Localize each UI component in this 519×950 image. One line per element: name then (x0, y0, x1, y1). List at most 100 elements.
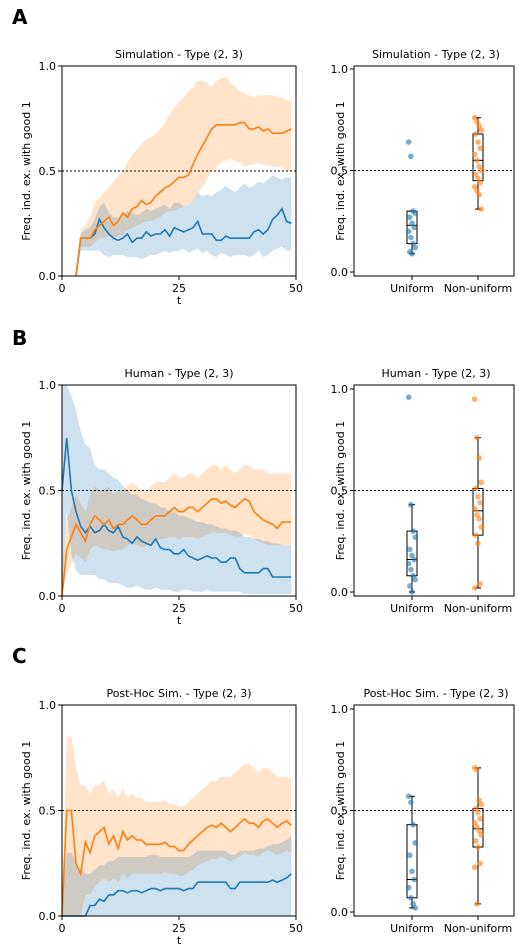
data-point-uniform (408, 153, 414, 160)
data-point-nonuniform (473, 838, 479, 844)
data-point-nonuniform (475, 139, 481, 145)
data-point-nonuniform (477, 145, 484, 151)
data-point-nonuniform (475, 844, 481, 850)
data-point-nonuniform (471, 864, 478, 871)
data-point-nonuniform (471, 396, 478, 402)
data-point-nonuniform (475, 540, 481, 547)
panel-b: 0.0 0.5 1.0 0 25 50 t Freq. ind. ex. with good … (20, 367, 515, 627)
data-point-uniform (407, 583, 413, 589)
series-line-uniform (62, 873, 292, 917)
y-axis-label: Freq. ind. ex. with good 1 (334, 421, 347, 560)
chart-title: Post-Hoc Sim. - Type (2, 3) (363, 687, 508, 700)
band-uniform (62, 835, 292, 916)
box-chart: 0.0 0.5 1.0 Uniform Non-uniform Freq. ind. ex… (331, 48, 515, 295)
x-tick-label: 0 (59, 922, 66, 935)
data-point-uniform (409, 868, 415, 875)
x-tick-label: 0 (59, 282, 66, 295)
x-axis-label: t (177, 934, 182, 947)
chart-title: Post-Hoc Sim. - Type (2, 3) (106, 687, 251, 700)
data-point-nonuniform (474, 901, 480, 907)
panel-label: C (12, 644, 27, 668)
data-point-nonuniform (478, 127, 485, 133)
data-point-nonuniform (471, 505, 478, 512)
data-point-nonuniform (478, 832, 485, 838)
x-tick-label: 0 (59, 602, 66, 615)
y-tick-label: 0.5 (331, 805, 349, 818)
x-tick-label: 50 (289, 922, 303, 935)
box-chart: 0.0 0.5 1.0 Uniform Non-uniform Freq. ind. ex… (331, 367, 515, 615)
y-axis-label: Freq. ind. ex. with good 1 (20, 741, 33, 880)
data-point-nonuniform (473, 131, 479, 137)
y-tick-label: 0.5 (39, 165, 57, 178)
data-point-uniform (409, 250, 415, 257)
y-tick-label: 0.5 (39, 805, 57, 818)
data-point-uniform (405, 394, 412, 400)
y-tick-label: 1.0 (39, 699, 57, 712)
data-point-uniform (412, 534, 419, 540)
data-point-uniform (411, 556, 418, 563)
y-tick-label: 0.0 (331, 586, 349, 599)
band-uniform (62, 385, 292, 596)
category-label: Non-uniform (444, 922, 513, 935)
data-point-uniform (407, 852, 413, 858)
panel-label: A (12, 5, 28, 29)
x-tick-label: 25 (172, 602, 186, 615)
series-line-uniform (61, 437, 292, 578)
data-point-nonuniform (474, 767, 480, 773)
x-tick-label: 50 (289, 282, 303, 295)
y-tick-label: 0.5 (331, 165, 349, 178)
y-tick-label: 0.5 (331, 485, 349, 498)
data-point-nonuniform (473, 485, 479, 492)
data-point-uniform (412, 840, 419, 846)
data-point-nonuniform (474, 434, 480, 441)
data-point-uniform (408, 799, 414, 806)
data-point-uniform (411, 876, 418, 883)
data-point-uniform (408, 501, 414, 508)
x-tick-label: 50 (289, 602, 303, 615)
data-point-nonuniform (478, 801, 485, 808)
series-line-nonuniform (61, 497, 292, 597)
line-chart: 0.0 0.5 1.0 0 25 50 t Freq. ind. ex. with good … (20, 367, 303, 627)
chart-title: Human - Type (2, 3) (125, 367, 234, 380)
data-point-nonuniform (473, 532, 479, 538)
band-nonuniform (62, 736, 292, 916)
data-point-nonuniform (476, 516, 482, 522)
x-tick-label: 25 (172, 922, 186, 935)
data-point-nonuniform (477, 499, 484, 506)
band-nonuniform (62, 465, 292, 596)
data-point-nonuniform (478, 206, 485, 212)
band-nonuniform (76, 76, 292, 276)
data-point-nonuniform (471, 585, 478, 591)
axes-frame (353, 65, 515, 277)
data-point-uniform (409, 589, 415, 595)
data-point-uniform (408, 894, 414, 901)
box-chart: 0.0 0.5 1.0 Uniform Non-uniform Freq. ind. ex… (331, 687, 515, 935)
y-tick-label: 1.0 (331, 383, 349, 396)
data-point-nonuniform (475, 809, 481, 816)
data-point-uniform (405, 884, 412, 891)
y-tick-label: 0.0 (331, 906, 349, 919)
data-point-uniform (407, 214, 413, 220)
category-label: Non-uniform (444, 602, 513, 615)
data-point-uniform (412, 210, 419, 216)
x-axis-label: t (177, 294, 182, 307)
data-point-nonuniform (476, 192, 482, 198)
data-point-uniform (412, 905, 419, 911)
category-label: Uniform (390, 602, 434, 615)
data-point-nonuniform (478, 524, 485, 530)
data-point-nonuniform (478, 479, 485, 486)
data-point-uniform (412, 577, 419, 583)
data-point-uniform (405, 139, 412, 145)
data-point-uniform (412, 244, 419, 251)
y-tick-label: 1.0 (39, 379, 57, 392)
series-line-nonuniform (61, 809, 292, 917)
y-tick-label: 0.0 (39, 910, 57, 923)
data-point-nonuniform (476, 455, 482, 461)
y-tick-label: 0.0 (39, 270, 57, 283)
data-point-uniform (410, 528, 416, 534)
y-tick-label: 0.0 (331, 266, 349, 279)
data-point-nonuniform (471, 151, 478, 158)
y-axis-label: Freq. ind. ex. with good 1 (20, 101, 33, 240)
data-point-nonuniform (475, 493, 481, 500)
panel-a: 0.0 0.5 1.0 0 25 50 t Freq. ind. ex. with good … (20, 48, 515, 307)
